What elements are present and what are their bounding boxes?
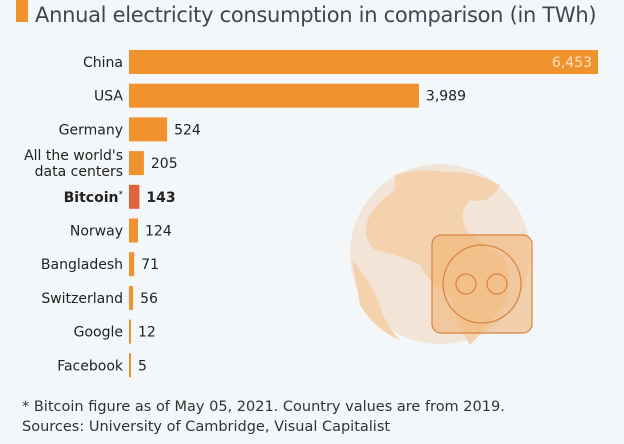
value-label: 12 xyxy=(138,325,156,341)
sources: Sources: University of Cambridge, Visual… xyxy=(22,419,391,435)
category-label: Switzerland xyxy=(41,291,123,307)
category-label: All the world's xyxy=(24,148,123,164)
value-label: 143 xyxy=(146,190,175,206)
category-label: USA xyxy=(94,89,123,105)
value-label: 6,453 xyxy=(552,55,592,71)
value-label: 56 xyxy=(140,291,158,307)
value-label: 524 xyxy=(174,122,201,138)
value-label: 3,989 xyxy=(426,89,466,105)
category-label: data centers xyxy=(35,164,123,180)
bar xyxy=(129,184,140,209)
bar xyxy=(129,117,168,142)
category-label: China xyxy=(83,55,123,71)
category-label: Google xyxy=(74,325,123,341)
bar xyxy=(129,151,144,176)
power-socket-icon xyxy=(431,234,533,334)
category-label: Germany xyxy=(59,122,123,138)
category-label: Bitcoin* xyxy=(64,190,124,206)
category-label: Norway xyxy=(70,224,123,240)
category-label: Bangladesh xyxy=(41,257,123,273)
footnote: * Bitcoin figure as of May 05, 2021. Cou… xyxy=(22,399,505,415)
bar xyxy=(129,83,419,108)
bar xyxy=(129,218,139,243)
value-label: 71 xyxy=(141,257,159,273)
chart-title: Annual electricity consumption in compar… xyxy=(35,3,597,27)
value-label: 205 xyxy=(151,156,178,172)
bar xyxy=(129,50,598,74)
bar xyxy=(129,252,135,277)
bar xyxy=(129,285,134,310)
value-label: 5 xyxy=(138,358,147,374)
bar xyxy=(129,353,131,378)
bar xyxy=(129,319,131,344)
value-label: 124 xyxy=(145,224,172,240)
title-marker xyxy=(16,0,28,22)
category-label: Facebook xyxy=(57,358,124,374)
